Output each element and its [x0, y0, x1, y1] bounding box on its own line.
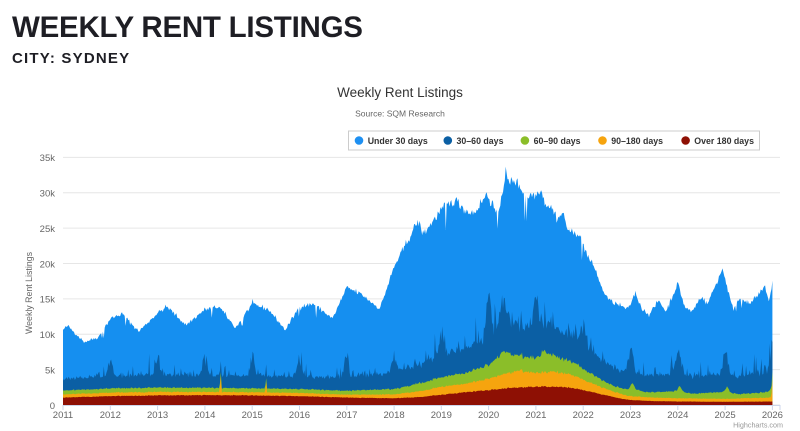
svg-text:Source: SQM Research: Source: SQM Research [355, 109, 445, 119]
svg-text:90–180 days: 90–180 days [611, 136, 663, 146]
svg-text:2024: 2024 [667, 410, 688, 421]
svg-text:2013: 2013 [147, 410, 168, 421]
svg-text:30k: 30k [40, 189, 56, 200]
svg-text:2023: 2023 [620, 410, 641, 421]
svg-text:Highcharts.com: Highcharts.com [733, 421, 783, 430]
svg-text:0: 0 [50, 401, 55, 412]
svg-text:2018: 2018 [384, 410, 405, 421]
svg-text:Weekly Rent Listings: Weekly Rent Listings [24, 251, 34, 334]
svg-text:2014: 2014 [194, 410, 215, 421]
svg-text:2025: 2025 [715, 410, 736, 421]
svg-text:60–90 days: 60–90 days [534, 136, 581, 146]
svg-text:2022: 2022 [573, 410, 594, 421]
svg-text:2021: 2021 [525, 410, 546, 421]
svg-text:35k: 35k [40, 153, 56, 164]
svg-text:10k: 10k [40, 330, 56, 341]
svg-text:2016: 2016 [289, 410, 310, 421]
svg-text:Under 30 days: Under 30 days [368, 136, 428, 146]
svg-text:30–60 days: 30–60 days [457, 136, 504, 146]
svg-text:2019: 2019 [431, 410, 452, 421]
svg-text:2012: 2012 [100, 410, 121, 421]
svg-text:15k: 15k [40, 295, 56, 306]
svg-text:5k: 5k [45, 365, 55, 376]
svg-text:2020: 2020 [478, 410, 499, 421]
svg-text:2015: 2015 [242, 410, 263, 421]
svg-text:20k: 20k [40, 259, 56, 270]
svg-text:Over 180 days: Over 180 days [694, 136, 754, 146]
svg-text:Weekly Rent Listings: Weekly Rent Listings [337, 85, 463, 100]
svg-text:2026: 2026 [762, 410, 783, 421]
svg-text:2017: 2017 [336, 410, 357, 421]
svg-text:2011: 2011 [53, 410, 73, 421]
svg-text:25k: 25k [40, 224, 56, 235]
